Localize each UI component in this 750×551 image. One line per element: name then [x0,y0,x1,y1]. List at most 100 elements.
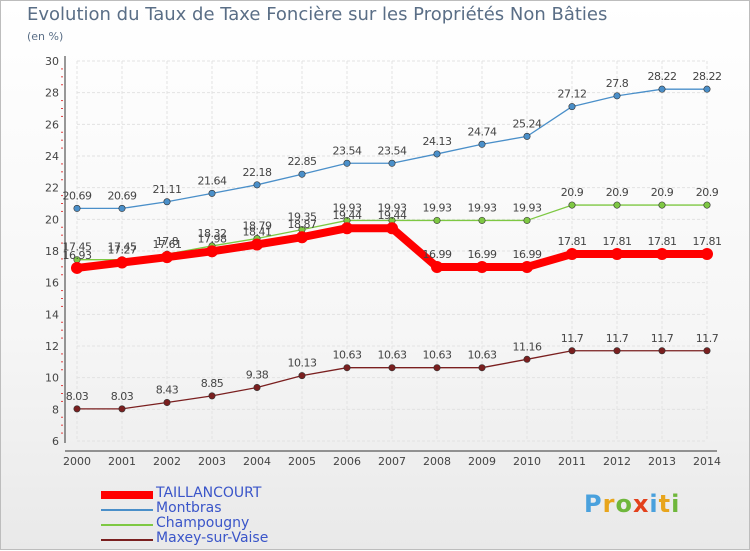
data-point [433,150,441,158]
y-tick-label: 12 [45,340,59,353]
legend-swatch [101,509,153,511]
data-point [388,364,396,372]
data-point [478,216,486,224]
x-tick-label: 2001 [108,455,136,468]
legend-swatch [101,539,153,541]
data-point [658,347,666,355]
x-tick-label: 2007 [378,455,406,468]
data-point [341,222,353,235]
data-labels: 20.69 20.69 21.11 21.64 22.18 22.85 23.54 23.54… [63,70,723,403]
data-point [208,189,216,197]
y-tick-label: 24 [45,150,59,163]
data-point [386,222,398,235]
data-point [658,85,666,93]
legend-label: Montbras [156,500,222,516]
data-point [656,248,668,261]
data-label: 8.85 [201,377,224,390]
data-label: 23.54 [378,144,407,157]
data-label: 17.45 [108,241,137,254]
x-tick-label: 2014 [693,455,721,468]
data-point [703,85,711,93]
data-point [73,204,81,212]
data-point [71,261,83,274]
data-label: 11.7 [696,332,719,345]
data-label: 19.44 [378,209,407,222]
data-point [251,238,263,251]
x-tick-label: 2004 [243,455,271,468]
data-point [206,245,218,258]
data-point [478,140,486,148]
x-tick-label: 2013 [648,455,676,468]
data-label: 17.81 [558,235,587,248]
data-point [298,372,306,380]
y-tick-label: 28 [45,87,59,100]
data-point [611,248,623,261]
data-point [116,256,128,269]
x-tick-label: 2002 [153,455,181,468]
data-label: 23.54 [333,144,362,157]
legend-swatch [101,491,153,499]
y-tick-label: 22 [45,182,59,195]
data-point [613,347,621,355]
data-label: 20.69 [63,189,92,202]
data-label: 17.81 [648,235,677,248]
data-label: 16.93 [63,249,92,262]
data-label: 19.93 [333,201,362,214]
legend-swatch [101,524,153,526]
legend-label: TAILLANCOURT [156,485,262,501]
data-label: 18.79 [243,219,272,232]
data-point [161,251,173,264]
axes: 6 8 10 12 14 16 18 20 22 24 26 28 30 2000 2001 2002 2003… [45,55,721,468]
data-label: 20.9 [696,186,719,199]
data-point [613,201,621,209]
data-label: 11.7 [651,332,674,345]
data-point [476,260,488,273]
proxiti-logo: Proxiti [584,490,680,518]
data-point [388,159,396,167]
y-tick-label: 26 [45,118,59,131]
data-point [163,198,171,206]
data-label: 19.44 [333,209,362,222]
data-point [523,355,531,363]
data-label: 22.18 [243,166,272,179]
data-label: 21.11 [153,183,182,196]
data-label: 8.03 [66,390,89,403]
x-tick-label: 2003 [198,455,226,468]
chart-title: Evolution du Taux de Taxe Foncière sur l… [27,4,608,25]
data-point [208,392,216,400]
data-label: 10.63 [423,349,452,362]
y-tick-label: 14 [45,308,59,321]
data-label: 17.45 [63,241,92,254]
data-label: 18.32 [198,227,227,240]
data-point [523,132,531,140]
logo-letter: i [649,490,659,518]
y-tick-label: 10 [45,372,59,385]
data-point [73,405,81,413]
data-point [566,248,578,261]
data-label: 20.9 [651,186,674,199]
data-point [296,231,308,244]
data-label: 27.12 [558,88,587,101]
data-label: 18.87 [288,218,317,231]
y-tick-label: 20 [45,213,59,226]
data-label: 10.63 [468,349,497,362]
data-point [343,364,351,372]
data-point [478,364,486,372]
series-lines [71,85,713,413]
data-label: 16.99 [423,248,452,261]
data-point [433,364,441,372]
data-label: 19.93 [378,201,407,214]
data-point [118,204,126,212]
data-label: 11.16 [513,340,542,353]
data-label: 16.99 [468,248,497,261]
data-label: 28.22 [648,70,677,83]
chart-unit-label: (en %) [27,30,64,43]
data-point [523,216,531,224]
logo-letter: t [658,490,672,518]
data-point [701,248,713,261]
data-label: 24.74 [468,125,497,138]
data-label: 17.98 [198,232,227,245]
data-label: 21.64 [198,174,227,187]
